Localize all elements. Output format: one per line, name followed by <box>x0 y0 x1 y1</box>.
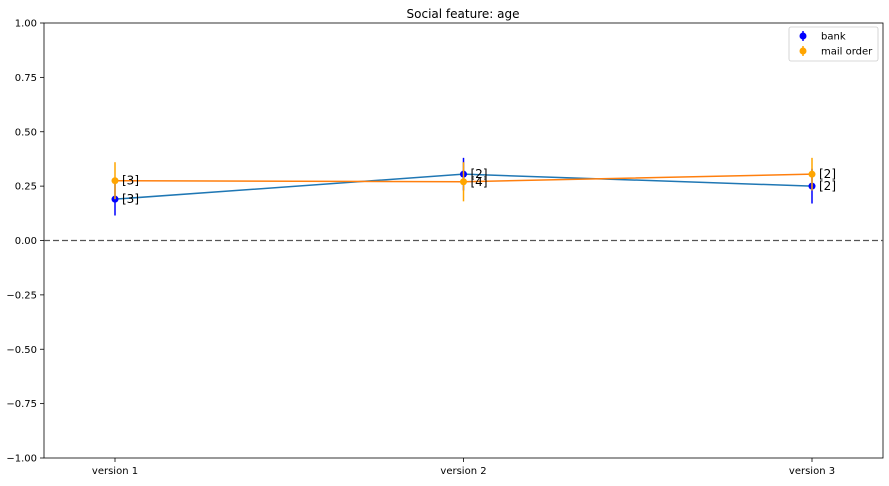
point-annotation: [3] <box>122 174 139 188</box>
y-tick-label: −0.25 <box>6 290 37 301</box>
y-tick-label: −0.50 <box>6 345 37 356</box>
x-tick-label: version 3 <box>789 466 835 477</box>
x-tick-label: version 1 <box>92 466 138 477</box>
data-point <box>808 170 816 178</box>
legend-box <box>788 26 879 62</box>
y-tick-label: 0.00 <box>15 236 37 247</box>
y-tick-label: −1.00 <box>6 454 37 465</box>
y-tick-label: 0.25 <box>15 182 37 193</box>
y-tick-label: −0.75 <box>6 399 37 410</box>
x-tick-label: version 2 <box>440 466 486 477</box>
legend-label: mail order <box>821 47 873 58</box>
legend-marker <box>799 47 807 55</box>
point-annotation: [2] <box>471 167 488 181</box>
legend-marker <box>799 32 807 40</box>
point-annotation: [2] <box>819 179 836 193</box>
point-annotation: [2] <box>819 167 836 181</box>
data-point <box>460 178 467 186</box>
y-tick-label: 0.75 <box>15 73 37 84</box>
y-tick-label: 1.00 <box>15 19 37 30</box>
y-tick-label: 0.50 <box>15 127 37 138</box>
data-point <box>111 177 119 185</box>
chart-title: Social feature: age <box>407 7 520 21</box>
point-annotation: [3] <box>122 192 139 206</box>
legend-label: bank <box>821 32 846 43</box>
point-annotation: [4] <box>471 175 488 189</box>
